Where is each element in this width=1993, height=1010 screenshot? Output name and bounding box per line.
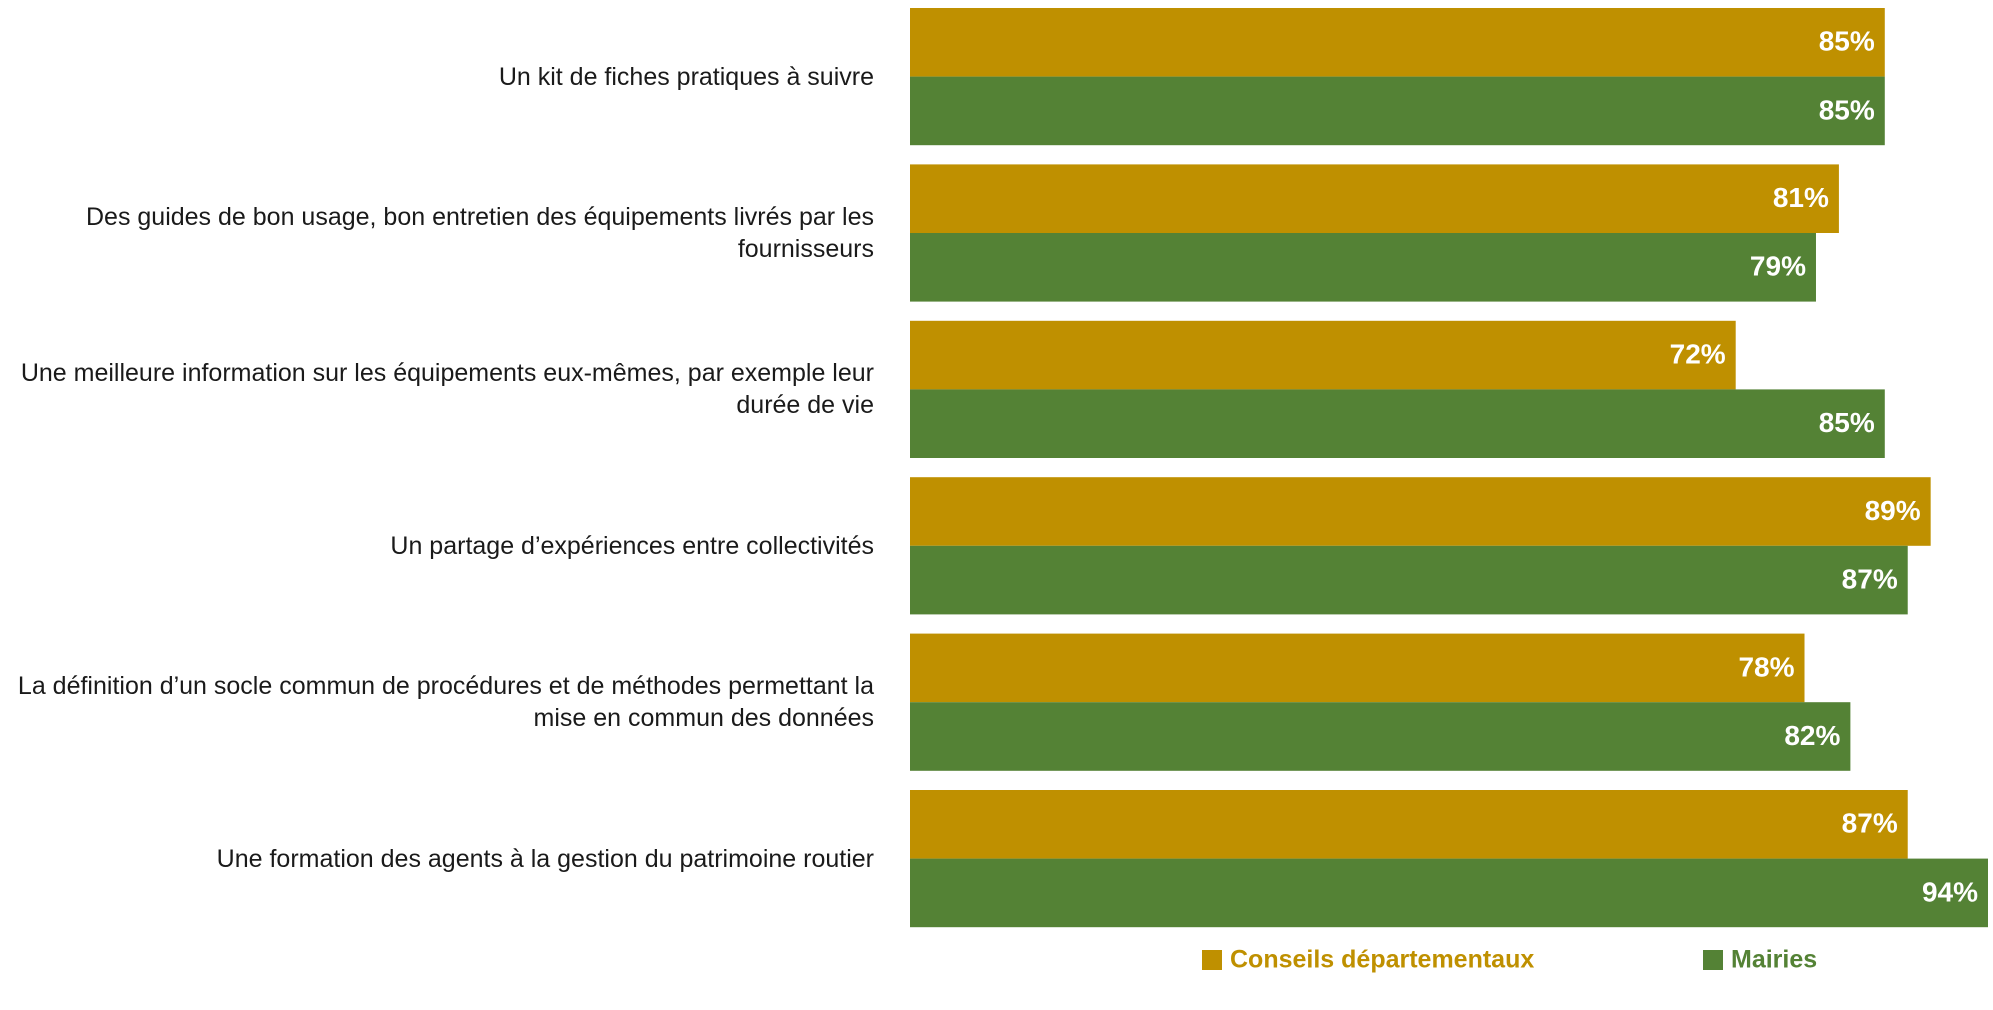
- value-label: 87%: [1842, 808, 1898, 839]
- value-label: 87%: [1842, 563, 1898, 594]
- bar: [910, 545, 1908, 615]
- legend-swatch: [1703, 950, 1723, 970]
- value-label: 94%: [1922, 876, 1978, 907]
- value-label: 81%: [1773, 182, 1829, 213]
- bar: [910, 790, 1908, 859]
- value-label: 85%: [1819, 94, 1875, 125]
- category-label: Un partage d’expériences entre collectiv…: [390, 531, 874, 560]
- value-label: 85%: [1819, 26, 1875, 57]
- category-label: Un kit de fiches pratiques à suivre: [498, 62, 874, 91]
- bar: [910, 233, 1816, 302]
- bar: [910, 633, 1805, 703]
- legend-label: Mairies: [1731, 946, 1817, 974]
- bar: [910, 858, 1988, 928]
- legend-label: Conseils départementaux: [1230, 946, 1534, 974]
- value-label: 82%: [1784, 720, 1840, 751]
- category-label: Une formation des agents à la gestion du…: [216, 844, 874, 873]
- value-label: 78%: [1738, 651, 1794, 682]
- bar: [910, 164, 1839, 233]
- bar: [910, 76, 1885, 146]
- bar: [910, 477, 1931, 546]
- value-label: 79%: [1750, 251, 1806, 282]
- bar: [910, 389, 1885, 458]
- value-label: 89%: [1865, 495, 1921, 526]
- category-label: Une meilleure information sur les équipe…: [20, 359, 874, 420]
- bar: [910, 8, 1885, 77]
- category-label: La définition d’un socle commun de procé…: [17, 672, 874, 733]
- legend-swatch: [1202, 950, 1222, 970]
- category-label: Des guides de bon usage, bon entretien d…: [85, 203, 874, 263]
- value-label: 72%: [1670, 338, 1726, 369]
- bar: [910, 702, 1851, 771]
- value-label: 85%: [1819, 407, 1875, 438]
- bar: [910, 320, 1736, 390]
